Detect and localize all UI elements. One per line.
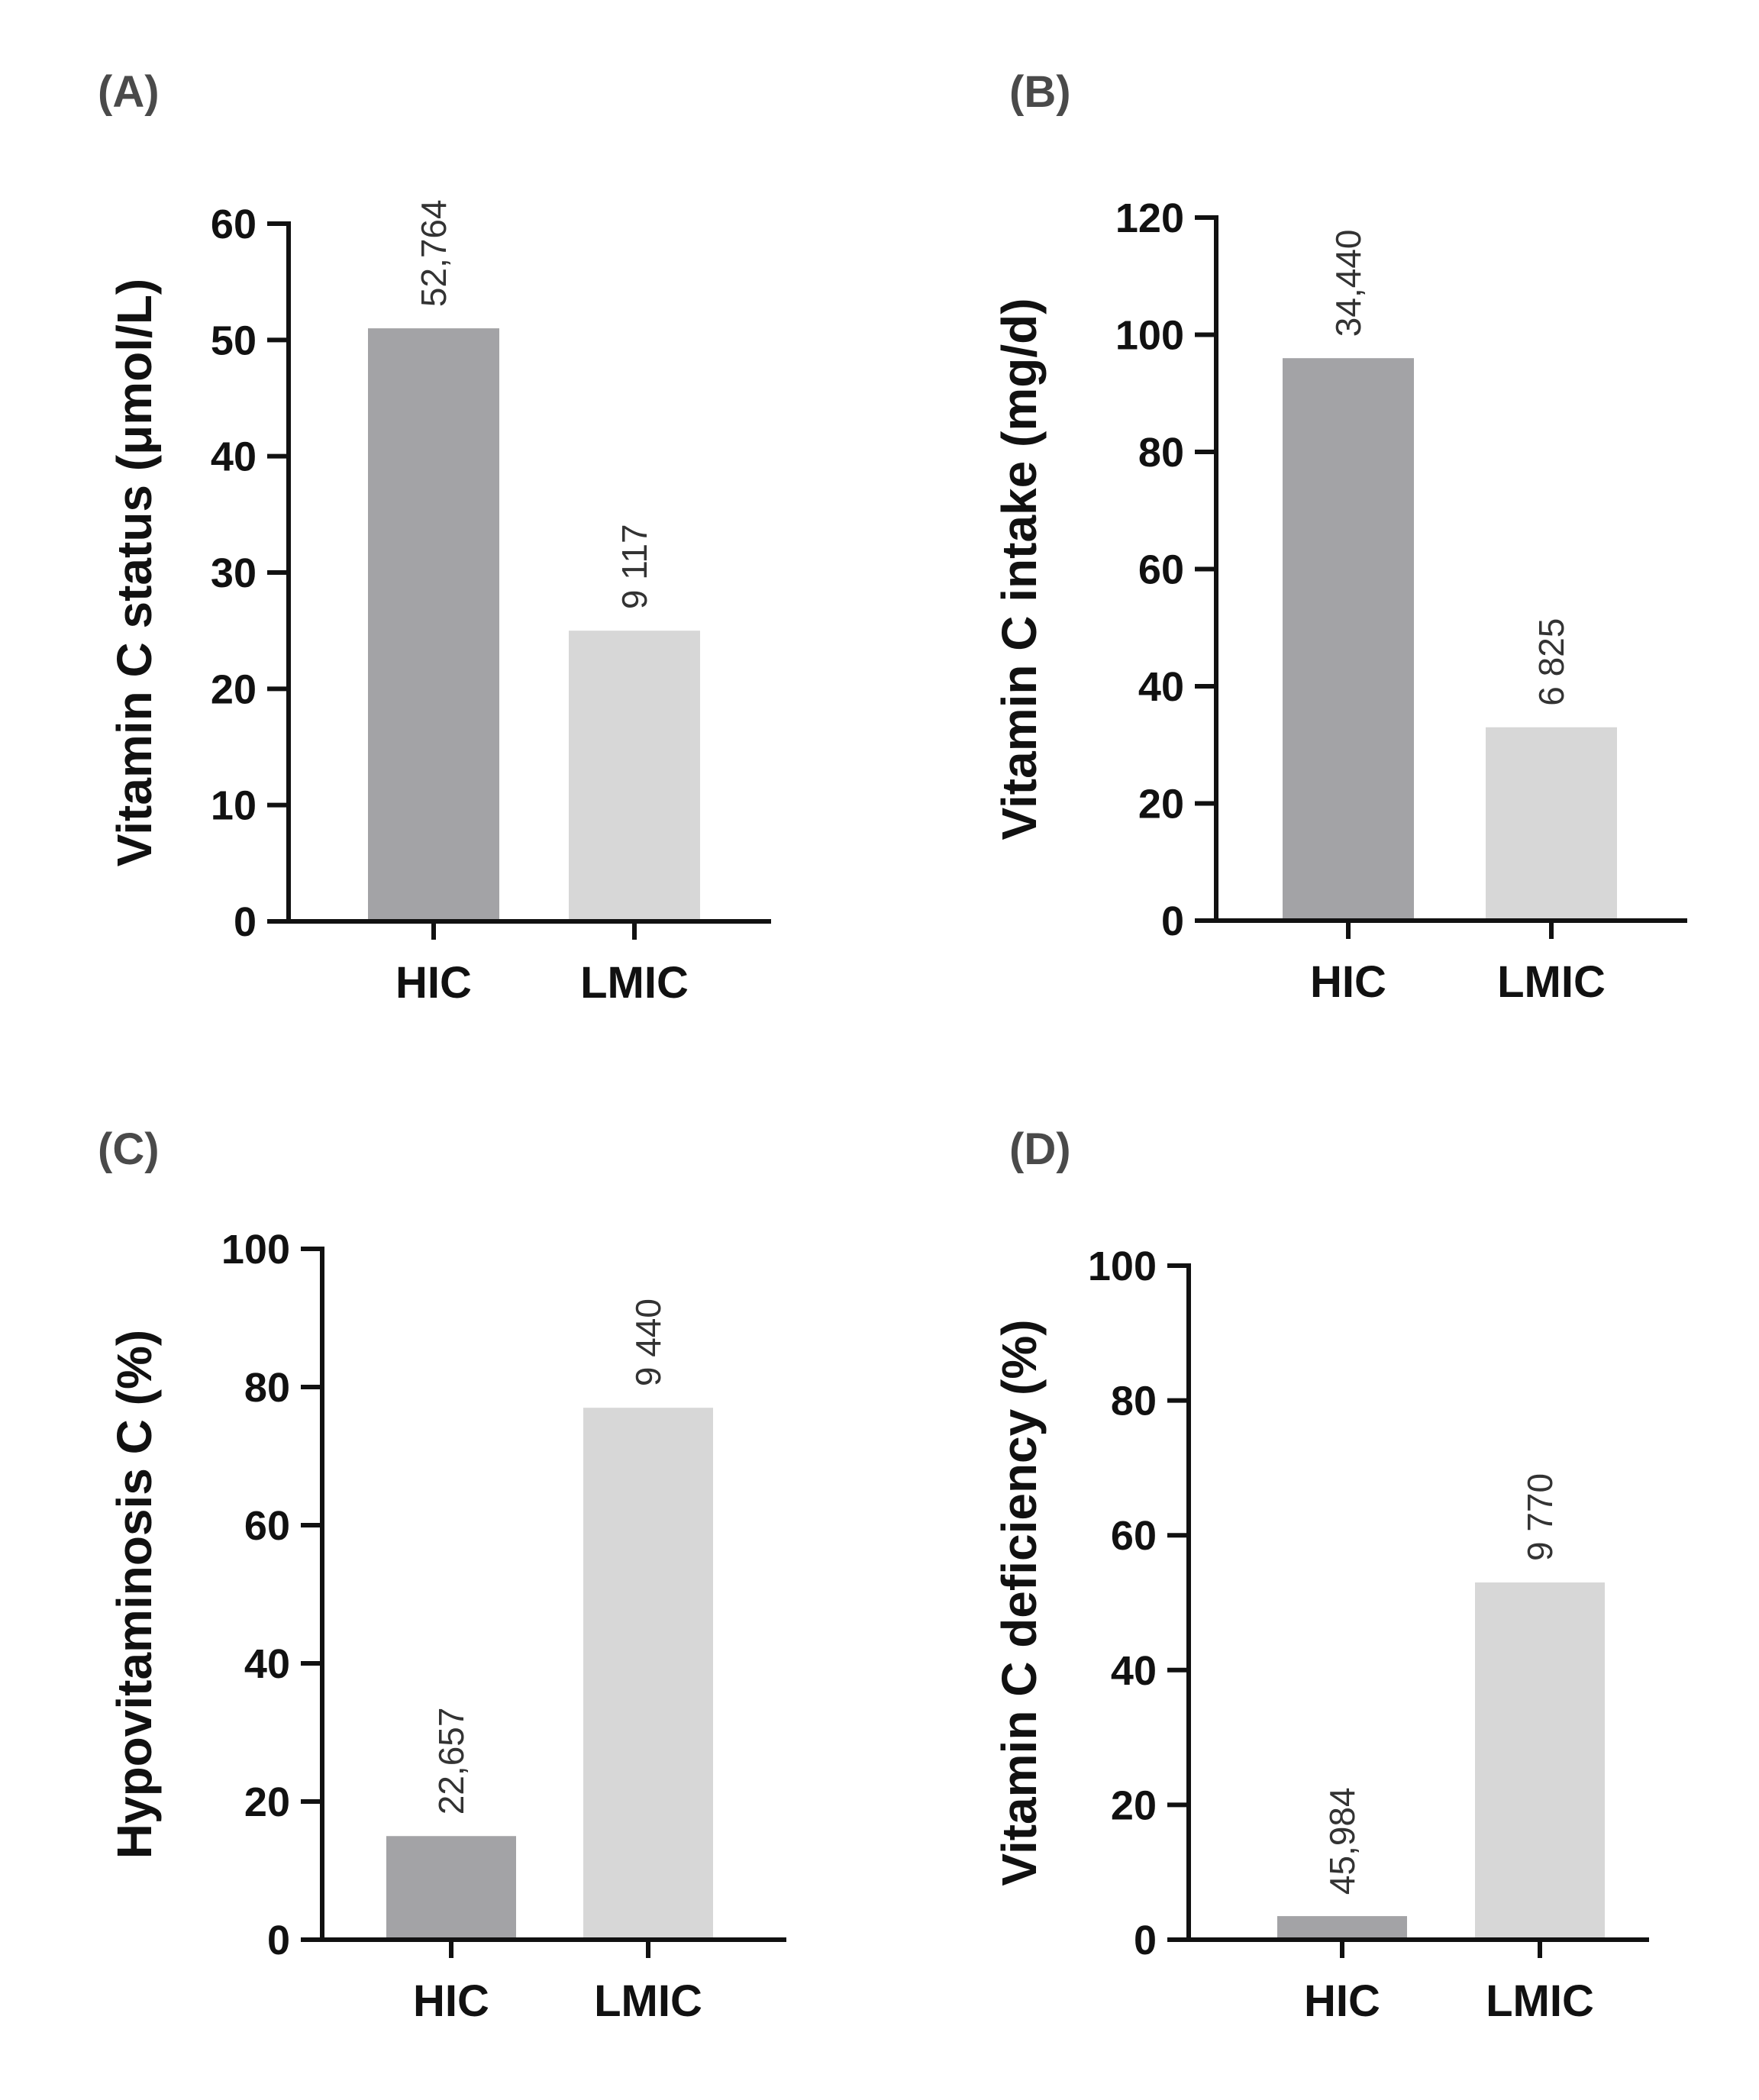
y-tick-label-0-a: 0 [234,899,257,945]
panel-letter-c: (C) [98,1124,160,1174]
x-tick-label-hic-d: HIC [1304,1976,1380,2026]
y-axis-label-c: Hypovitaminosis C (%) [107,1330,162,1859]
y-tick-label-120-b: 120 [1115,195,1184,241]
panel-a: (A) Vitamin C status (μmol/L) 52,764 HIC 9 1… [98,67,771,1008]
y-tick-label-40-a: 40 [211,434,257,480]
y-tick-label-60-c: 60 [244,1503,290,1549]
y-tick-label-60-d: 60 [1111,1513,1157,1559]
y-tick-label-100-c: 100 [221,1227,290,1273]
data-label-lmic-b: 6 825 [1531,618,1571,706]
y-tick-label-20-d: 20 [1111,1782,1157,1828]
y-tick-label-40-c: 40 [244,1641,290,1687]
bar-lmic-c [583,1408,713,1940]
x-tick-label-lmic-a: LMIC [580,958,689,1008]
y-axis-label-b: Vitamin C intake (mg/d) [992,298,1047,840]
panel-d: (D) Vitamin C deficiency (%) 45,984 HIC 9 77… [992,1124,1649,2026]
bar-hic-d [1277,1916,1407,1940]
y-tick-label-60-a: 60 [211,202,257,247]
data-label-lmic-a: 9 117 [615,524,654,609]
y-tick-label-80-d: 80 [1111,1379,1157,1424]
y-tick-label-40-b: 40 [1138,664,1184,710]
y-tick-label-30-a: 30 [211,550,257,596]
x-tick-label-lmic-c: LMIC [594,1976,702,2026]
y-tick-label-20-c: 20 [244,1779,290,1825]
y-axis-label-d: Vitamin C deficiency (%) [992,1319,1047,1885]
bar-lmic-d [1475,1582,1605,1940]
panel-letter-d: (D) [1009,1124,1071,1174]
bar-hic-b [1283,358,1414,921]
x-tick-label-hic-c: HIC [413,1976,489,2026]
bar-hic-a [368,328,499,922]
y-axis-label-a: Vitamin C status (μmol/L) [107,279,162,867]
data-label-lmic-d: 9 770 [1520,1473,1560,1561]
y-tick-label-0-b: 0 [1161,898,1184,944]
bar-lmic-b [1486,727,1617,921]
y-tick-label-80-c: 80 [244,1365,290,1411]
data-label-hic-c: 22,657 [431,1708,471,1815]
x-tick-label-hic-a: HIC [395,958,472,1008]
bar-hic-c [386,1836,516,1940]
data-label-hic-d: 45,984 [1322,1787,1362,1895]
y-tick-label-20-a: 20 [211,666,257,712]
panel-c: (C) Hypovitaminosis C (%) 22,657 HIC 9 440 LM… [98,1124,786,2026]
y-tick-label-0-c: 0 [267,1918,290,1963]
panel-b: (B) Vitamin C intake (mg/d) 34,440 HIC 6 825… [992,67,1687,1007]
panel-letter-a: (A) [98,67,160,117]
y-tick-label-40-d: 40 [1111,1648,1157,1694]
panel-letter-b: (B) [1009,67,1071,117]
y-tick-label-20-b: 20 [1138,782,1184,827]
y-tick-label-100-d: 100 [1088,1244,1157,1289]
data-label-hic-a: 52,764 [414,199,453,307]
y-tick-label-60-b: 60 [1138,547,1184,593]
y-tick-label-100-b: 100 [1115,313,1184,359]
x-tick-label-lmic-d: LMIC [1486,1976,1594,2026]
y-tick-label-0-d: 0 [1134,1918,1157,1963]
data-label-hic-b: 34,440 [1328,229,1368,337]
data-label-lmic-c: 9 440 [628,1298,668,1386]
y-tick-label-50-a: 50 [211,318,257,363]
x-tick-label-lmic-b: LMIC [1497,957,1606,1007]
x-tick-label-hic-b: HIC [1310,957,1386,1007]
y-tick-label-10-a: 10 [211,783,257,829]
y-tick-label-80-b: 80 [1138,430,1184,476]
bar-lmic-a [569,631,700,921]
